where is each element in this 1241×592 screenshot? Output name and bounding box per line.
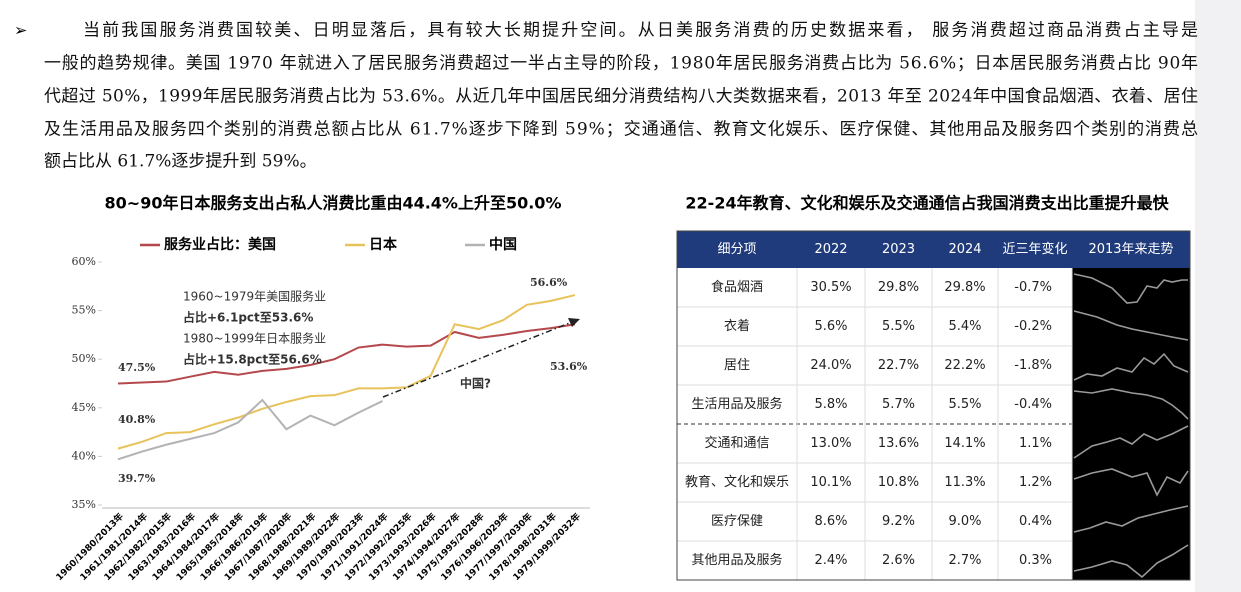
legend-label: 日本: [369, 236, 398, 253]
series-line: [117, 323, 576, 385]
table-cell: 1.2%: [1019, 475, 1052, 490]
table-cell: 24.0%: [810, 358, 851, 373]
annotation: 40.8%: [118, 413, 156, 426]
annotation: 56.6%: [530, 276, 568, 289]
table-cell: 10.8%: [878, 475, 919, 490]
y-tick-label: 45%: [72, 401, 96, 414]
table-cell: -0.2%: [1014, 319, 1052, 334]
header-cell: 2024: [948, 242, 981, 257]
table-cell: 食品烟酒: [711, 279, 763, 295]
header-cell: 近三年变化: [1002, 241, 1067, 257]
table-cell: 5.5%: [948, 397, 981, 412]
table-cell: 13.0%: [810, 436, 851, 451]
table-cell: -1.8%: [1014, 358, 1052, 373]
sparklines: [1073, 273, 1189, 579]
header-row: [677, 231, 1190, 268]
table-cell: 8.6%: [814, 514, 847, 529]
paragraph-line: 一般的趋势规律。美国 1970 年就进入了居民服务消费超过一半占主导的阶段，19…: [44, 54, 1198, 74]
y-tick-label: 50%: [72, 352, 96, 365]
table-cell: 29.8%: [878, 280, 919, 295]
annotation: 占比+6.1pct至53.6%: [183, 310, 313, 325]
y-tick-label: 40%: [72, 449, 96, 462]
table-cell: 22.7%: [878, 358, 919, 373]
table-cell: -0.7%: [1014, 280, 1052, 295]
table-cell: 30.5%: [810, 280, 851, 295]
table-cell: 2.7%: [948, 553, 981, 568]
table-cell: 11.3%: [944, 475, 985, 490]
table-cell: 5.6%: [814, 319, 847, 334]
table-cell: 5.5%: [882, 319, 915, 334]
paragraph-line: 代超过 50%，1999年居民服务消费占比为 53.6%。从近几年中国居民细分消…: [44, 87, 1198, 107]
annotation: 53.6%: [550, 360, 588, 373]
bullet: ➢: [14, 21, 27, 40]
table-cell: 9.2%: [882, 514, 915, 529]
annotation: 39.7%: [118, 472, 156, 485]
table-cell: 2.6%: [882, 553, 915, 568]
series-line: [117, 398, 384, 461]
table-cell: 交通和通信: [704, 435, 769, 451]
table-border: [676, 230, 1191, 581]
side-shade: [1195, 0, 1241, 592]
table-cell: 22.2%: [944, 358, 985, 373]
table-cell: 29.8%: [944, 280, 985, 295]
header-cell: 细分项: [717, 242, 756, 257]
paragraph-line: 及生活用品及服务四个类别的消费总额占比从 61.7%逐步下降到 59%；交通通信…: [44, 120, 1198, 140]
chart-title: 80~90年日本服务支出占私人消费比重由44.4%上升至50.0%: [105, 194, 562, 213]
table-cell: 医疗保健: [711, 514, 763, 529]
legend-label: 中国: [489, 236, 517, 253]
table-cell: -0.4%: [1014, 397, 1052, 412]
header-cell: 2022: [814, 242, 847, 257]
table-cell: 1.1%: [1019, 436, 1052, 451]
table-cell: 0.4%: [1019, 514, 1052, 529]
table-cell: 衣着: [724, 318, 750, 334]
plot-area: [100, 240, 592, 590]
table-cell: 5.8%: [814, 397, 847, 412]
annotation: 占比+15.8pct至56.6%: [183, 352, 322, 367]
annotation: 中国?: [460, 376, 491, 391]
line-chart: 35%40%45%50%55%60%1960/1980/2013年1961/19…: [53, 236, 592, 590]
table-title: 22-24年教育、文化和娱乐及交通通信占我国消费支出比重提升最快: [685, 194, 1169, 213]
table-cell: 13.6%: [878, 436, 919, 451]
header-cell: 2013年来走势: [1088, 241, 1173, 257]
legend-label: 服务业占比：美国: [164, 236, 276, 253]
table-cell: 居住: [724, 358, 750, 373]
table-cell: 9.0%: [948, 514, 981, 529]
table-cell: 其他用品及服务: [691, 552, 782, 568]
table-cell: 2.4%: [814, 553, 847, 568]
annotation: 47.5%: [118, 361, 156, 374]
y-tick-label: 55%: [72, 304, 96, 317]
header-cell: 2023: [882, 242, 915, 257]
arrow-head: [568, 318, 580, 327]
y-tick-label: 35%: [72, 498, 96, 511]
annotation: 1980~1999年日本服务业: [183, 331, 326, 346]
paragraph-line: 当前我国服务消费国较美、日明显落后，具有较大长期提升空间。从日美服务消费的历史数…: [83, 21, 1198, 41]
series-line: [117, 294, 576, 450]
table-cell: 5.4%: [948, 319, 981, 334]
table-cell: 0.3%: [1019, 553, 1052, 568]
y-tick-label: 60%: [72, 255, 96, 268]
paragraph-line: 额占比从 61.7%逐步提升到 59%。: [44, 152, 317, 172]
table-cell: 教育、文化和娱乐: [685, 474, 789, 490]
table-cell: 10.1%: [810, 475, 851, 490]
table-cell: 14.1%: [944, 436, 985, 451]
annotation: 1960~1979年美国服务业: [183, 289, 326, 304]
table-cell: 5.7%: [882, 397, 915, 412]
table-cell: 生活用品及服务: [691, 396, 782, 412]
